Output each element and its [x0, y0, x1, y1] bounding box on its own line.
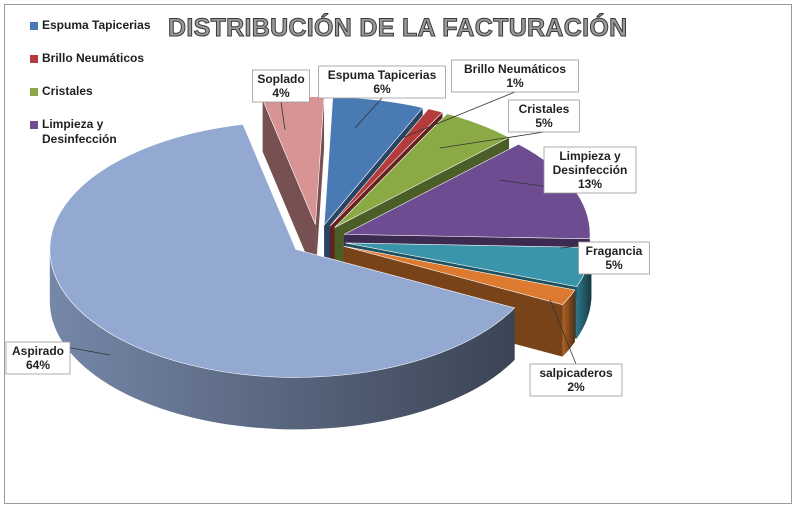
data-label-text: Cristales — [519, 102, 570, 116]
pie-slice-aspirado — [49, 124, 516, 378]
data-label-box — [578, 241, 650, 275]
data-label-text: Aspirado — [12, 344, 64, 358]
data-label-text: Fragancia — [586, 244, 643, 258]
leader-line — [401, 91, 516, 139]
pie-slice-salpicaderos — [343, 245, 576, 306]
pie-rim — [49, 249, 515, 430]
legend-label: Cristales — [42, 84, 93, 98]
legend-swatch — [30, 22, 38, 30]
data-label-text: salpicaderos — [539, 366, 613, 380]
data-label-text: 5% — [605, 258, 623, 272]
legend-item-cristales: Cristales — [30, 84, 180, 99]
data-label-text: 5% — [535, 116, 553, 130]
leader-line — [354, 97, 383, 129]
data-label-text: 64% — [26, 358, 50, 372]
data-label-text: 13% — [578, 177, 602, 191]
data-label-box — [543, 146, 637, 194]
data-label-text: 2% — [567, 380, 585, 394]
data-label-box — [508, 99, 580, 133]
data-label-box — [5, 341, 71, 375]
legend-item-limpieza-desinfeccion: Limpieza y Desinfección — [30, 117, 180, 147]
chart-legend: Espuma Tapicerias Brillo Neumáticos Cris… — [30, 18, 180, 165]
pie-side-wall — [315, 96, 325, 277]
data-label-box — [318, 65, 446, 99]
data-label-text: 6% — [373, 82, 391, 96]
pie-rim — [562, 289, 575, 357]
data-label-text: Desinfección — [553, 163, 628, 177]
data-label-text: Espuma Tapicerias — [328, 68, 437, 82]
chart-title: DISTRIBUCIÓN DE LA FACTURACIÓN — [167, 14, 628, 43]
data-label-text: Soplado — [257, 72, 304, 86]
data-label-text: 4% — [272, 86, 290, 100]
data-label-text: Brillo Neumáticos — [464, 62, 566, 76]
legend-swatch — [30, 121, 38, 129]
data-label-text: 1% — [506, 76, 524, 90]
legend-swatch — [30, 55, 38, 63]
data-label-box — [451, 59, 579, 93]
pie-side-wall — [262, 99, 316, 277]
pie-tops — [49, 96, 592, 378]
legend-swatch — [30, 88, 38, 96]
pie-slice-brillo-neum-ticos — [329, 108, 444, 227]
leader-line — [280, 101, 286, 131]
data-label-text: Limpieza y — [559, 149, 621, 163]
legend-label: Espuma Tapicerias — [42, 18, 151, 32]
legend-label: Limpieza y Desinfección — [42, 117, 117, 146]
legend-label: Brillo Neumáticos — [42, 51, 145, 65]
data-label-box — [529, 363, 623, 397]
data-label-box — [252, 69, 310, 103]
legend-item-espuma-tapicerias: Espuma Tapicerias — [30, 18, 180, 33]
leader-line — [439, 131, 545, 149]
leader-line — [549, 299, 577, 365]
legend-item-brillo-neumaticos: Brillo Neumáticos — [30, 51, 180, 66]
